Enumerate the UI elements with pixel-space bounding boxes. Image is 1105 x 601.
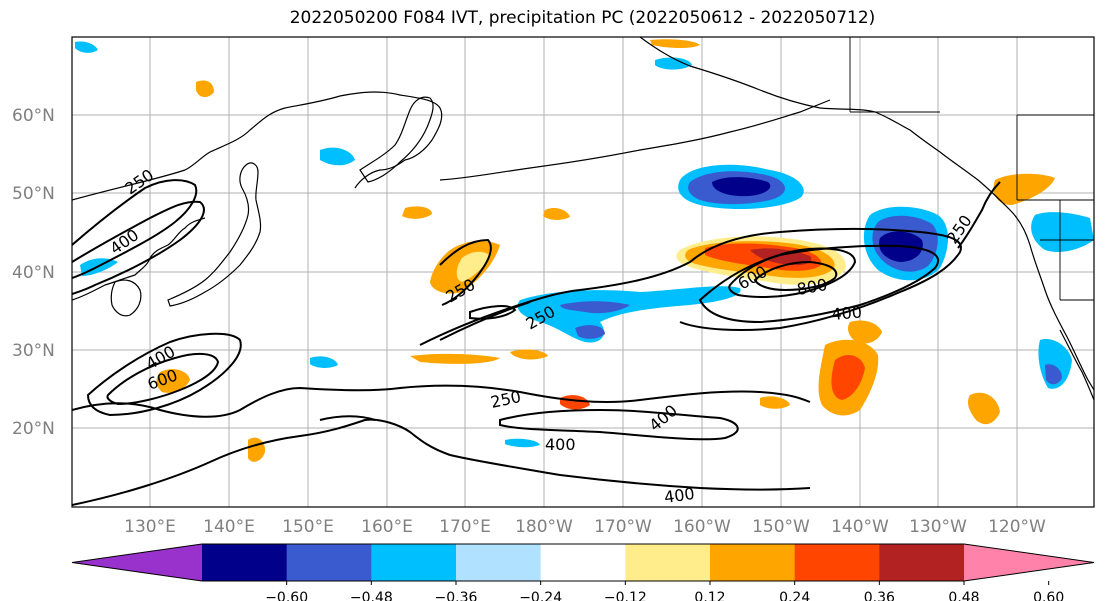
lat-label-40n: 40°N (12, 263, 55, 283)
colorbar-tick-label: −0.36 (435, 590, 478, 601)
lat-label-30n: 30°N (12, 341, 55, 361)
colorbar-tick-label: −0.12 (604, 590, 647, 601)
svg-text:400: 400 (831, 302, 863, 324)
svg-text:400: 400 (663, 484, 696, 507)
colorbar-extend-high (964, 544, 1094, 581)
colorbar-tick-label: 0.12 (694, 590, 725, 601)
svg-text:150°E: 150°E (282, 517, 334, 537)
svg-text:180°W: 180°W (515, 517, 573, 537)
colorbar-tick-label: −0.48 (350, 590, 393, 601)
longitude-labels: 130°E 140°E 150°E 160°E 170°E 180°W 170°… (124, 517, 1046, 537)
colorbar (71, 543, 1095, 582)
lat-label-20n: 20°N (12, 419, 55, 439)
colorbar-tick-label: 0.48 (948, 590, 979, 601)
colorbar-bin (202, 544, 288, 581)
ivt-contours (72, 179, 1001, 506)
colorbar-tick-label: −0.60 (265, 590, 308, 601)
svg-text:160°E: 160°E (361, 517, 413, 537)
svg-text:150°W: 150°W (752, 517, 810, 537)
gridlines (72, 37, 1094, 507)
svg-text:130°W: 130°W (909, 517, 967, 537)
colorbar-tick-label: 0.24 (779, 590, 810, 601)
svg-text:160°W: 160°W (673, 517, 731, 537)
colorbar-tick-label: −0.24 (519, 590, 562, 601)
svg-text:140°W: 140°W (831, 517, 889, 537)
colorbar-bin (456, 544, 542, 581)
map-title: 2022050200 F084 IVT, precipitation PC (2… (289, 8, 876, 28)
svg-text:400: 400 (545, 435, 576, 454)
political-borders (849, 37, 1094, 301)
colorbar-tick-labels: −0.60 −0.48 −0.36 −0.24 −0.12 0.12 0.24 0.36 0.4… (265, 581, 1064, 601)
latitude-labels: 60°N 50°N 40°N 30°N 20°N (12, 106, 55, 439)
colorbar-extend-low (72, 544, 202, 581)
lat-label-50n: 50°N (12, 184, 55, 204)
svg-text:120°W: 120°W (988, 517, 1046, 537)
colorbar-tick-label: 0.60 (1033, 590, 1064, 601)
colorbar-bin (540, 544, 626, 581)
colorbar-bin (794, 544, 880, 581)
colorbar-bin (710, 544, 796, 581)
colorbar-bin (286, 544, 372, 581)
colorbar-tick-label: 0.36 (864, 590, 895, 601)
colorbar-bin (879, 544, 965, 581)
svg-text:170°W: 170°W (594, 517, 652, 537)
svg-text:140°E: 140°E (203, 517, 255, 537)
lat-label-60n: 60°N (12, 106, 55, 126)
colorbar-outline (71, 543, 1095, 582)
colorbar-bin (625, 544, 711, 581)
svg-text:130°E: 130°E (124, 517, 176, 537)
colorbar-bin (371, 544, 457, 581)
map-frame (71, 36, 1095, 508)
coastlines (72, 37, 1094, 401)
svg-text:170°E: 170°E (439, 517, 491, 537)
